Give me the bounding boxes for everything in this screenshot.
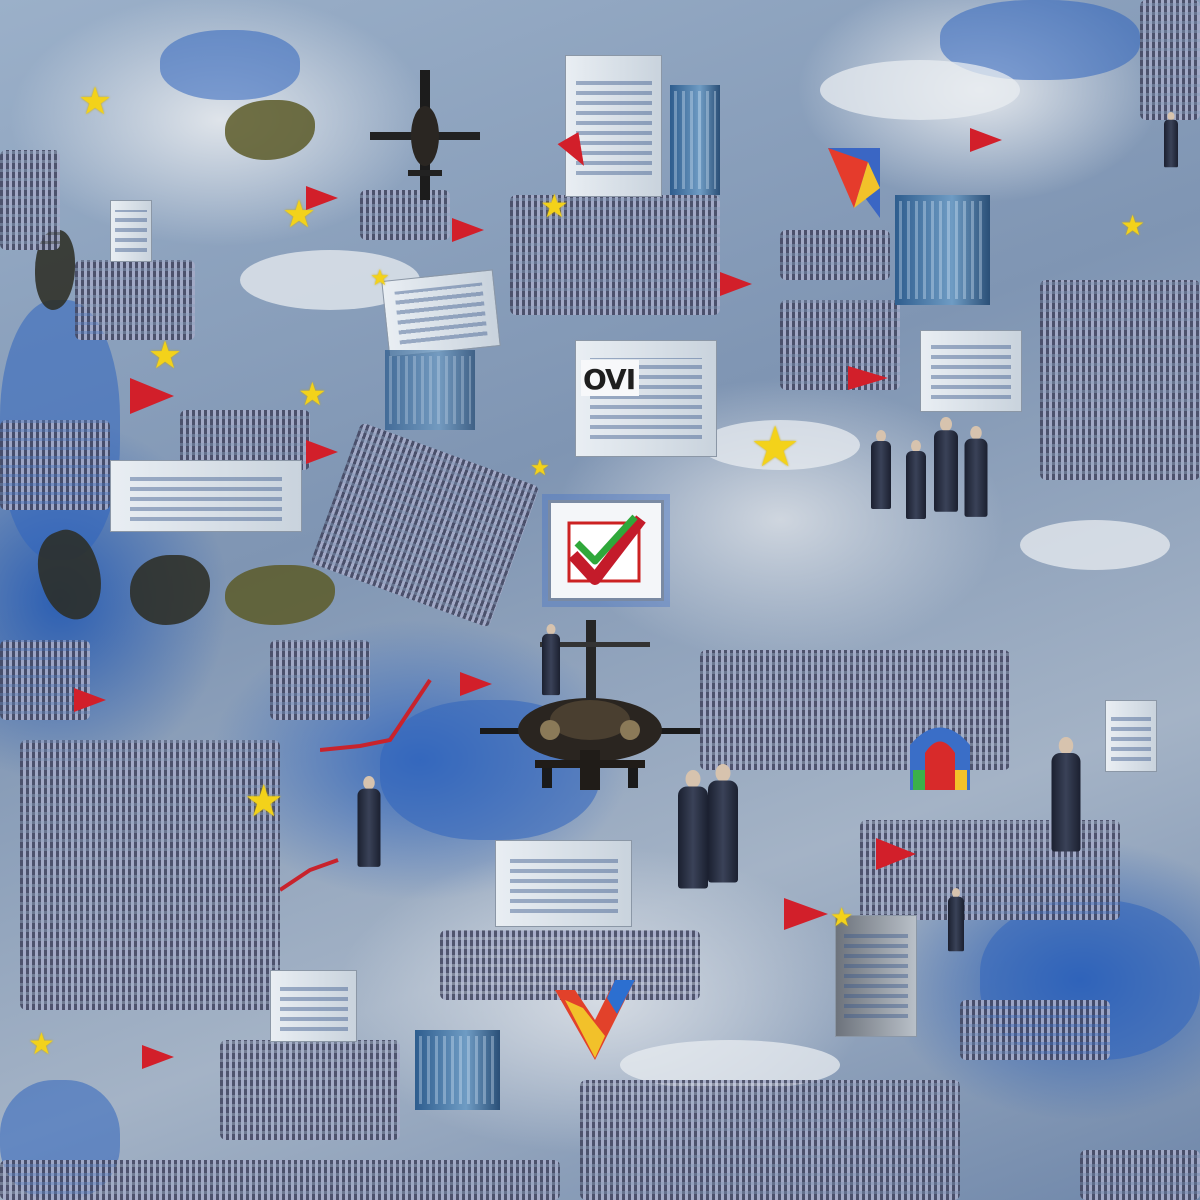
landmass [225,565,335,625]
skyscraper [415,1030,500,1110]
building [110,460,302,532]
fighter-jet-icon [370,70,480,200]
building [920,330,1022,412]
ballot-checkmark-card [548,500,664,601]
ovi-lettering-drawing: OVI [583,363,636,396]
flag-icon [74,688,106,712]
person-in-suit [1163,112,1179,168]
landmass [130,555,210,625]
crowd [360,190,450,240]
star-icon: ★ [1120,209,1146,242]
crowd [1040,280,1200,480]
person-in-suit [677,770,710,890]
star-icon: ★ [370,266,390,291]
building [381,269,501,358]
crowd [0,1160,560,1200]
flag-icon [306,186,338,210]
person-in-suit [870,430,892,510]
arch-icon [910,727,970,790]
flag-icon [848,366,888,390]
cloud [700,420,860,470]
sky-patch [160,30,300,100]
person-in-suit [933,417,959,513]
building [565,55,662,197]
flag-icon [876,838,916,870]
star-icon: ★ [830,903,854,933]
cloud [820,60,1020,120]
chevron-icon [555,980,635,1060]
flag-icon [130,378,174,414]
flag-icon [460,672,492,696]
skyscraper [670,85,720,195]
crowd [75,260,195,340]
crowd [0,150,60,250]
crowd [440,930,700,1000]
star-icon: ★ [750,415,801,480]
ballot-box: OVI [575,340,717,457]
crowd [580,1080,960,1200]
flag-icon [970,128,1002,152]
helicopter-icon [480,620,700,790]
crowd [20,740,280,1010]
skyscraper [895,195,990,305]
crowd [960,1000,1110,1060]
star-icon: ★ [78,79,113,123]
flag-icon [142,1045,174,1069]
crowd [310,422,540,628]
crowd [270,640,370,720]
chevron-icon [828,148,880,218]
ballot-box-lettering: OVI [581,360,639,396]
star-icon: ★ [244,776,284,827]
building [270,970,357,1042]
building [110,200,152,262]
star-icon: ★ [148,333,183,377]
crowd [1080,1150,1200,1200]
crowd [0,420,110,510]
crowd [220,1040,400,1140]
star-icon: ★ [28,1027,55,1062]
person-in-suit [541,624,561,696]
checkmark-icon [567,514,646,585]
person-in-suit [947,888,965,952]
flag-icon [452,218,484,242]
flag-icon [784,898,828,930]
star-icon: ★ [530,456,550,481]
person-in-suit [1050,737,1082,853]
person-in-suit [963,426,988,518]
building [835,915,917,1037]
svg-text:OVI: OVI [583,363,635,396]
trend-line [280,858,339,892]
crowd [510,195,720,315]
person-in-suit [905,440,927,520]
skyscraper [385,350,475,430]
person-in-suit [356,776,381,868]
trend-line [320,678,432,752]
building [1105,700,1157,772]
flag-icon [720,272,752,296]
building [495,840,632,927]
ballot-box-body [575,340,717,457]
crowd [780,230,890,280]
landmass [225,100,315,160]
crowd [1140,0,1200,120]
cloud [1020,520,1170,570]
flag-icon [306,440,338,464]
person-in-suit [707,764,740,884]
star-icon: ★ [298,375,327,413]
star-icon: ★ [540,187,569,225]
